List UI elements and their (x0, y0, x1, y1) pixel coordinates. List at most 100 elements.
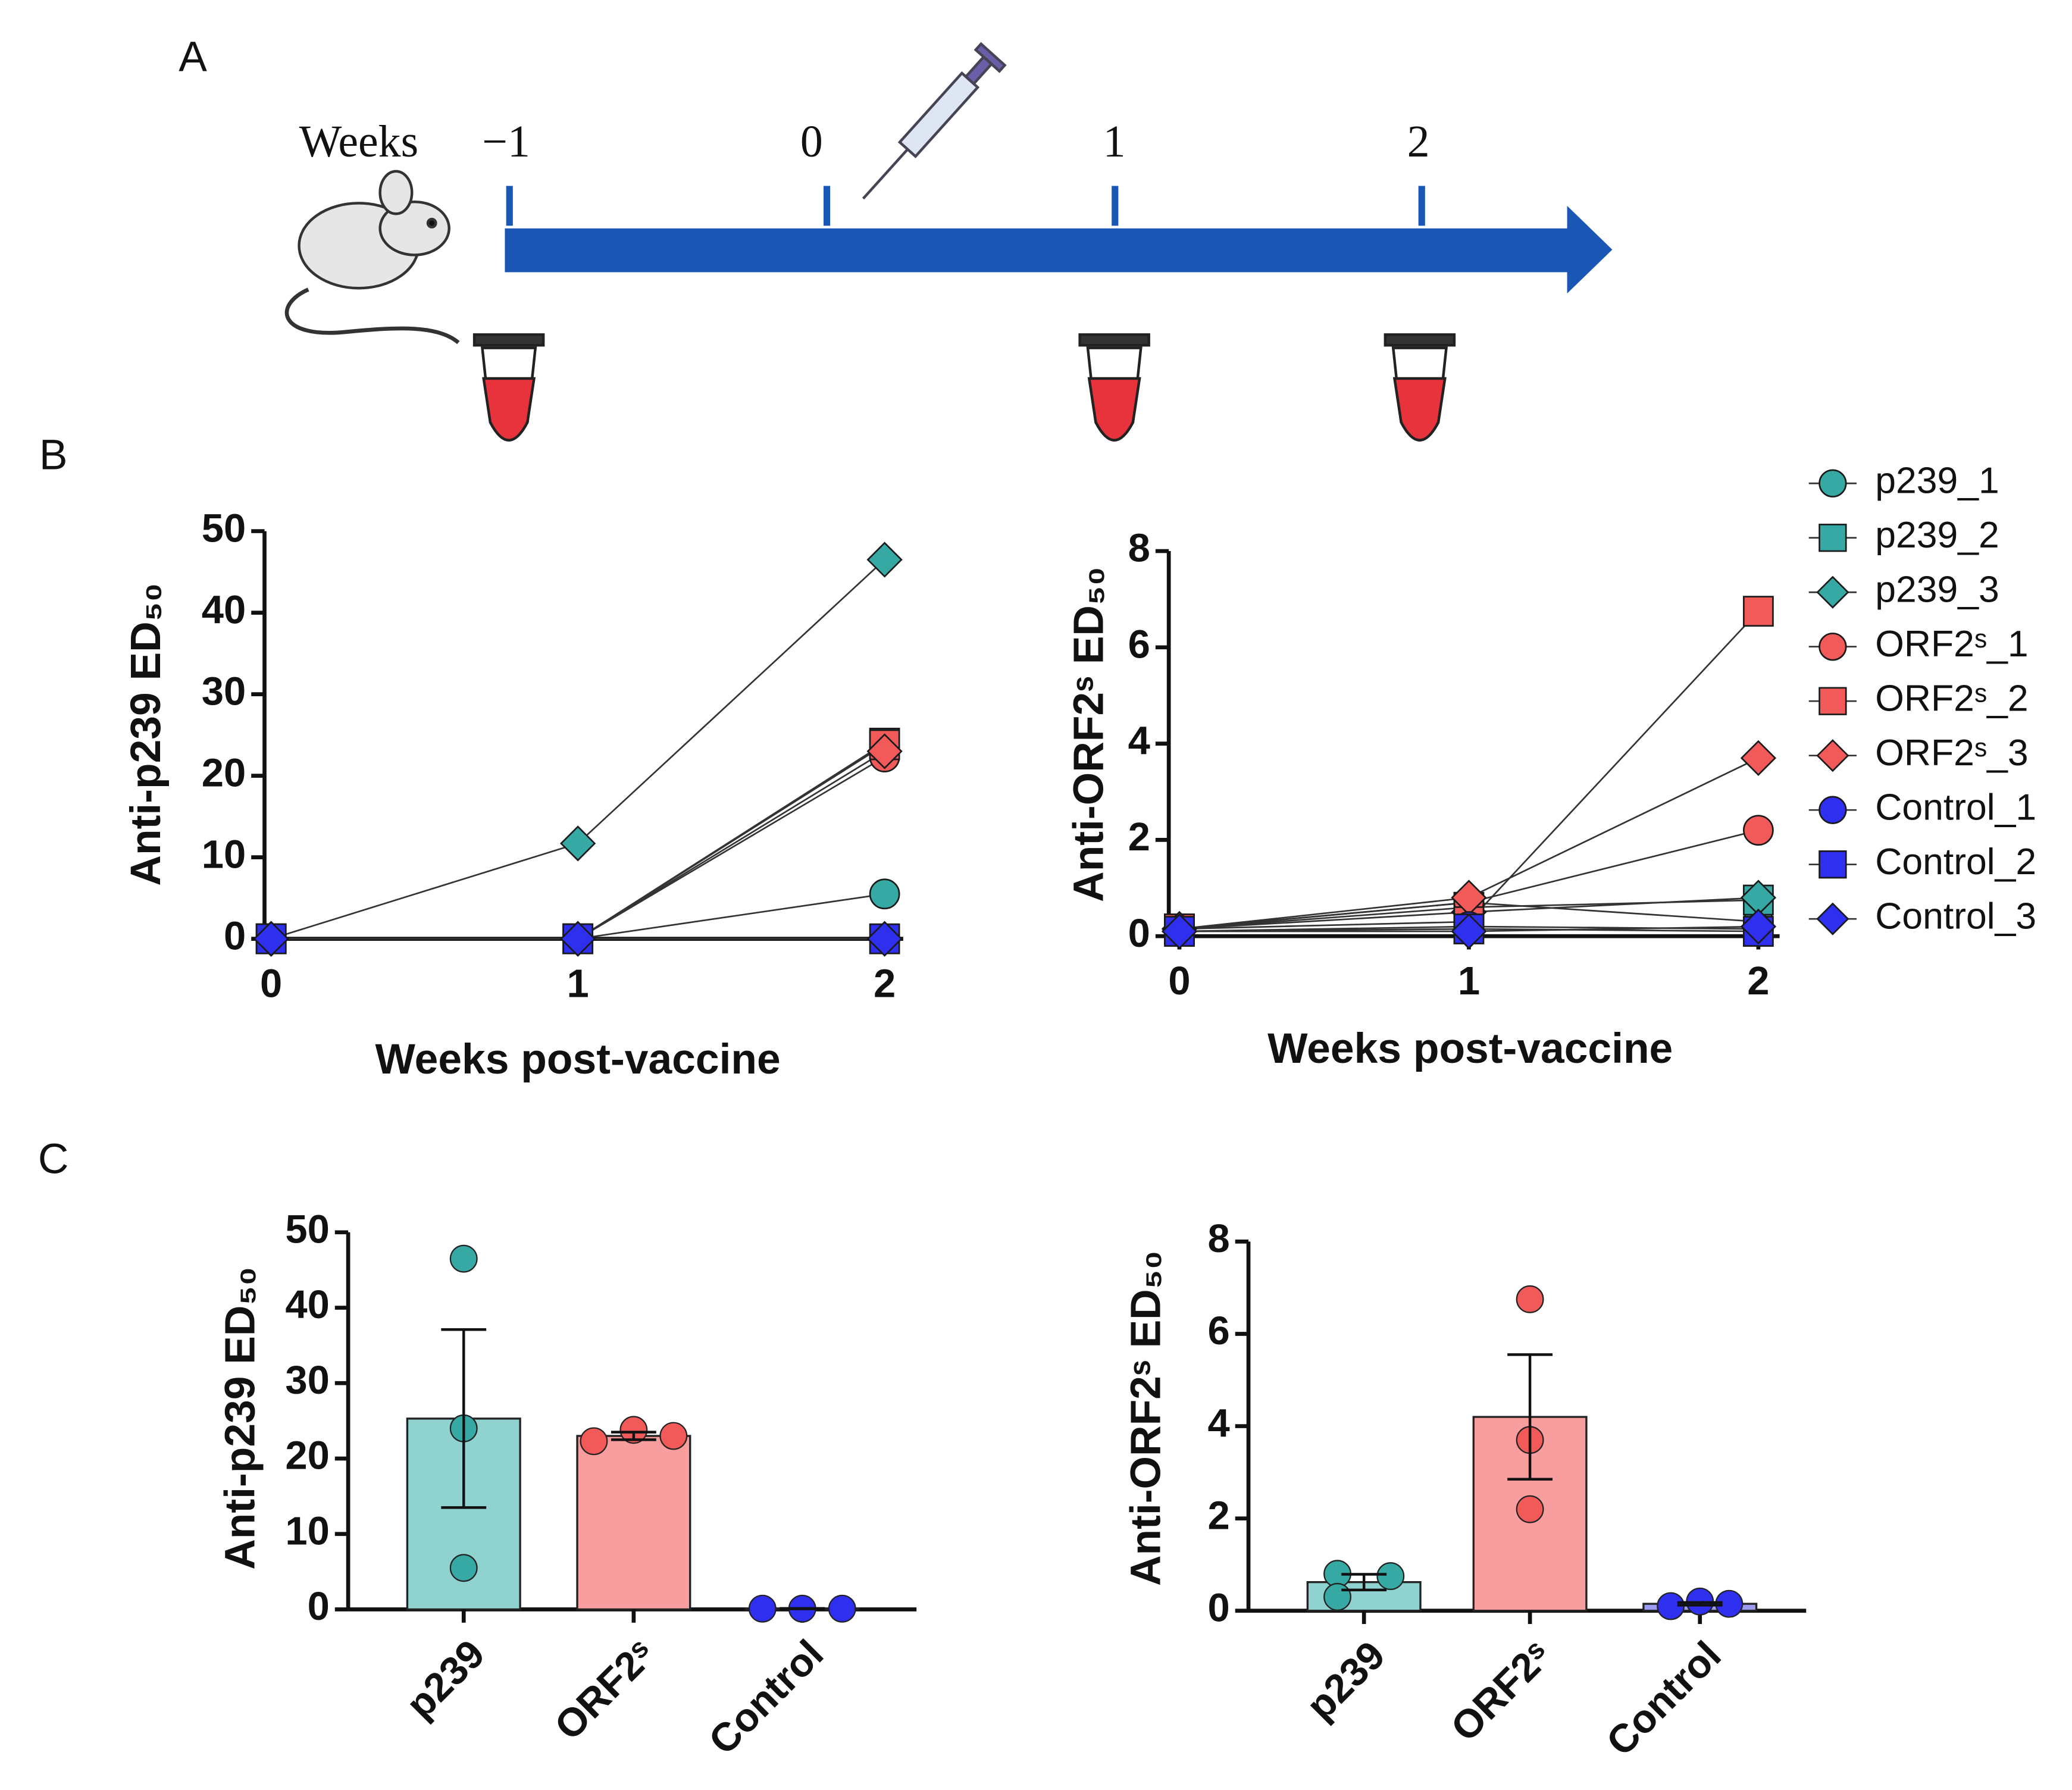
y-tick-label: 8 (1208, 1216, 1230, 1261)
marker (560, 825, 596, 862)
marker (1819, 796, 1847, 824)
y-tick-label: 10 (202, 832, 246, 877)
error-bar (441, 1328, 487, 1509)
marker (1743, 815, 1774, 846)
panel-label: C (38, 1135, 69, 1182)
error-bar (611, 1431, 656, 1441)
legend-label: ORF2ˢ_2 (1875, 678, 2028, 719)
data-point (1376, 1562, 1405, 1591)
y-tick-label: 4 (1208, 1401, 1230, 1445)
y-tick-label: 40 (285, 1282, 329, 1327)
data-point (1516, 1495, 1544, 1523)
data-point (449, 1554, 478, 1582)
y-tick-label: 8 (1128, 526, 1150, 571)
marker (1819, 633, 1847, 661)
x-tick-label: 1 (1458, 959, 1480, 1003)
y-tick-label: 30 (285, 1358, 329, 1403)
y-axis-label: Anti-p239 ED₅₀ (122, 583, 170, 885)
y-tick-label: 40 (202, 587, 246, 632)
y-tick-label: 2 (1128, 815, 1150, 859)
y-tick-label: 4 (1128, 718, 1150, 763)
legend-label: Control_2 (1875, 841, 2036, 883)
x-tick-label: p239 (1298, 1633, 1394, 1729)
legend-label: p239_2 (1875, 514, 1999, 556)
data-point (1323, 1583, 1351, 1611)
marker (866, 733, 903, 769)
legend-label: p239_3 (1875, 569, 1999, 611)
timeline-tick-label: −1 (482, 117, 530, 167)
y-axis-label: Anti-ORF2ˢ ED₅₀ (1122, 1250, 1170, 1586)
y-tick-label: 0 (224, 913, 246, 958)
marker (1819, 687, 1847, 715)
blood-tube-icons (472, 333, 1456, 442)
x-tick-label: 2 (874, 962, 896, 1006)
panel-label: B (39, 431, 68, 479)
x-axis-label: Weeks post-vaccine (1267, 1025, 1673, 1072)
y-tick-label: 30 (202, 669, 246, 714)
x-tick-label: 1 (567, 962, 589, 1006)
timeline-unit: Weeks (299, 117, 418, 167)
marker (1816, 575, 1849, 609)
x-axis-label: Weeks post-vaccine (375, 1035, 781, 1083)
marker (869, 878, 900, 910)
data-point (619, 1416, 648, 1444)
y-tick-label: 50 (202, 506, 246, 550)
error-bar (1507, 1353, 1553, 1481)
x-tick-label: ORF2ˢ (1442, 1633, 1560, 1750)
marker (1819, 469, 1847, 497)
mouse-icon (284, 170, 460, 345)
series-line (271, 559, 885, 940)
timeline-tick-label: 2 (1407, 117, 1430, 167)
marker (1743, 596, 1774, 627)
legend-label: ORF2ˢ_3 (1875, 732, 2028, 774)
x-tick-label: 0 (1168, 959, 1190, 1003)
y-tick-label: 0 (1128, 911, 1150, 956)
y-tick-label: 6 (1128, 622, 1150, 667)
data-point (828, 1594, 856, 1623)
data-point (1516, 1285, 1544, 1313)
y-axis-label: Anti-ORF2ˢ ED₅₀ (1065, 567, 1113, 902)
marker (1819, 524, 1847, 552)
data-point (748, 1594, 777, 1623)
y-tick-label: 6 (1208, 1309, 1230, 1353)
x-tick-label: Control (1598, 1633, 1729, 1764)
legend-label: Control_3 (1875, 896, 2036, 937)
error-bar (1677, 1601, 1723, 1607)
x-tick-label: 0 (260, 962, 282, 1006)
y-tick-label: 20 (202, 750, 246, 795)
legend-label: Control_1 (1875, 787, 2036, 828)
marker (866, 921, 903, 957)
timeline-arrow (505, 186, 1613, 294)
marker (1819, 850, 1847, 879)
x-tick-label: p239 (398, 1632, 493, 1728)
timeline-tick-label: 0 (800, 117, 823, 167)
y-tick-label: 0 (1208, 1585, 1230, 1630)
y-tick-label: 2 (1208, 1493, 1230, 1538)
y-tick-label: 0 (308, 1584, 330, 1629)
error-bar (1341, 1573, 1387, 1592)
data-point (659, 1422, 688, 1450)
timeline-tick-label: 1 (1103, 117, 1126, 167)
y-tick-label: 10 (285, 1509, 329, 1553)
legend-label: ORF2ˢ_1 (1875, 623, 2028, 665)
marker (866, 542, 903, 578)
marker (1451, 913, 1487, 950)
marker (253, 921, 289, 957)
x-tick-label: Control (700, 1632, 832, 1763)
data-point (1715, 1589, 1744, 1618)
y-tick-label: 20 (285, 1434, 329, 1478)
syringe-icon (862, 42, 1007, 200)
bar (576, 1435, 691, 1611)
marker (1740, 740, 1777, 777)
y-axis-label: Anti-p239 ED₅₀ (217, 1267, 264, 1570)
panel-label: A (179, 33, 207, 80)
marker (1740, 908, 1777, 945)
y-tick-label: 50 (285, 1207, 329, 1251)
x-tick-label: 2 (1747, 959, 1769, 1003)
marker (1816, 902, 1849, 935)
legend-label: p239_1 (1875, 460, 1999, 502)
data-point (580, 1427, 608, 1456)
marker (1816, 739, 1849, 772)
data-point (449, 1244, 478, 1273)
